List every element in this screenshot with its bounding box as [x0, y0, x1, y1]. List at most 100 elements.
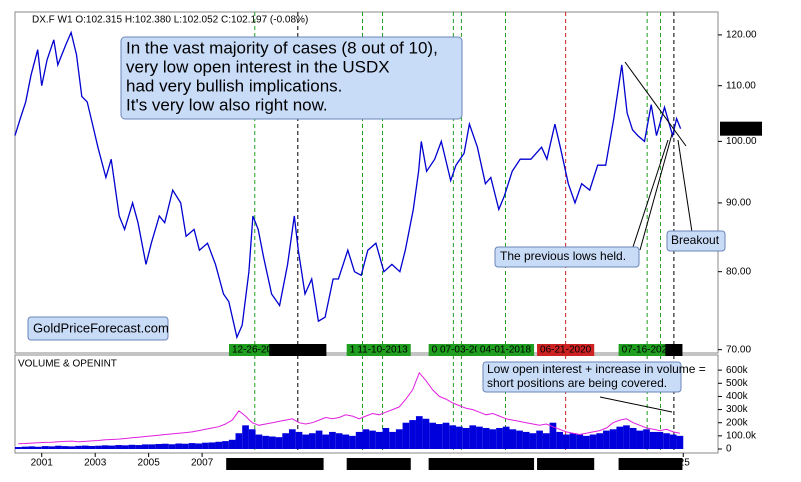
x-tick-label: 2001: [31, 458, 54, 469]
volume-bar: [115, 445, 122, 449]
x-tick-label: 2003: [84, 458, 107, 469]
x-tick-label: 2007: [191, 458, 214, 469]
volume-bar: [202, 442, 209, 449]
date-box: [226, 458, 284, 470]
volume-bar: [48, 446, 56, 449]
price-line: [14, 30, 682, 340]
date-label: 06-21-2020: [540, 459, 592, 470]
volume-bar: [656, 431, 664, 449]
pointer-line: [599, 396, 673, 413]
date-label: 07-16-2023: [622, 345, 674, 356]
date-box: [476, 344, 535, 356]
date-box: [354, 458, 411, 470]
volume-bar: [556, 431, 563, 449]
date-label: 8-01-2010: [275, 459, 321, 470]
trend-line: [624, 61, 687, 147]
pointer-line: [639, 133, 673, 251]
volume-bar: [148, 444, 156, 449]
volume-bar: [462, 427, 470, 449]
date-label: 06-21-2020: [540, 345, 592, 356]
volume-bar: [422, 418, 430, 449]
date-box: [269, 344, 327, 356]
volume-bar: [623, 425, 630, 449]
volume-bar: [75, 445, 82, 449]
date-label: 12-26-200: [232, 345, 278, 356]
volume-bar: [282, 433, 289, 449]
volume-bar: [395, 429, 403, 449]
volume-bar: [275, 437, 283, 449]
volume-bar: [382, 427, 390, 449]
y-tick-label: 100.00: [726, 136, 757, 147]
volume-bar: [128, 444, 136, 449]
volume-bar: [295, 431, 303, 449]
volume-bar: [135, 445, 142, 449]
volume-bar: [449, 425, 457, 449]
volume-bar: [28, 446, 36, 449]
volume-bar: [222, 441, 229, 449]
volume-bar: [322, 434, 330, 449]
date-box: [665, 458, 683, 470]
date-box: [537, 458, 595, 470]
volume-bar: [435, 424, 443, 449]
volume-bar: [349, 435, 356, 449]
volume-bar: [315, 430, 323, 449]
volume-bar: [496, 427, 503, 449]
date-box: [618, 344, 676, 356]
volume-bar: [609, 429, 617, 449]
volume-bar: [55, 445, 62, 449]
note-box: [494, 246, 640, 268]
y-tick-label: 100.0k: [726, 430, 757, 441]
volume-bar: [389, 431, 396, 449]
volume-bar: [35, 446, 42, 449]
date-label: 24: [668, 459, 680, 470]
volume-bar: [636, 430, 644, 449]
volume-bar: [489, 429, 497, 449]
date-label: 11-10-2013: [357, 345, 408, 356]
last-price-box: [720, 121, 762, 136]
volume-bar: [335, 433, 343, 449]
volume-bar: [596, 433, 604, 449]
site-text: GoldPriceForecast.com: [33, 320, 169, 335]
volume-bar: [409, 420, 416, 449]
y-tick-label: 70.00: [726, 344, 751, 355]
note-text: short positions are being covered.: [487, 376, 667, 390]
volume-bar: [15, 447, 22, 449]
volume-bar: [442, 422, 450, 449]
last-price: 102.197: [724, 123, 761, 134]
volume-bar: [643, 429, 650, 449]
volume-bar: [669, 434, 677, 449]
volume-bar: [208, 442, 216, 449]
volume-bar: [288, 429, 296, 449]
note-text: Low open interest + increase in volume =: [487, 362, 706, 376]
volume-bar: [235, 433, 243, 449]
note-box: [482, 361, 682, 393]
volume-bar: [629, 427, 637, 449]
volume-bar: [522, 431, 530, 449]
y-tick-label: 200k: [726, 417, 749, 428]
volume-bar: [248, 429, 256, 449]
x-tick-label: '25: [677, 458, 690, 469]
y-tick-label: 110.00: [726, 80, 756, 91]
volume-bar: [536, 430, 543, 449]
volume-bar: [516, 430, 523, 449]
volume-bar: [375, 431, 383, 449]
volume-bar: [188, 443, 196, 449]
date-box: [272, 458, 324, 470]
volume-bar: [415, 416, 423, 449]
volume-bar: [141, 444, 149, 449]
volume-bar: [576, 434, 584, 449]
volume-bar: [569, 433, 577, 449]
volume-bar: [61, 446, 69, 449]
y-tick-label: 500k: [726, 378, 749, 389]
volume-bar: [108, 445, 116, 449]
volume-bar: [362, 429, 370, 449]
y-tick-label: 400k: [726, 391, 749, 402]
data: [14, 30, 684, 449]
volume-bar: [469, 425, 477, 449]
volume-bar: [215, 441, 223, 449]
volume-bar: [649, 431, 657, 449]
note-text: very low open interest in the USDX: [126, 57, 390, 76]
date-box: [537, 344, 595, 356]
openint-line: [18, 371, 680, 445]
